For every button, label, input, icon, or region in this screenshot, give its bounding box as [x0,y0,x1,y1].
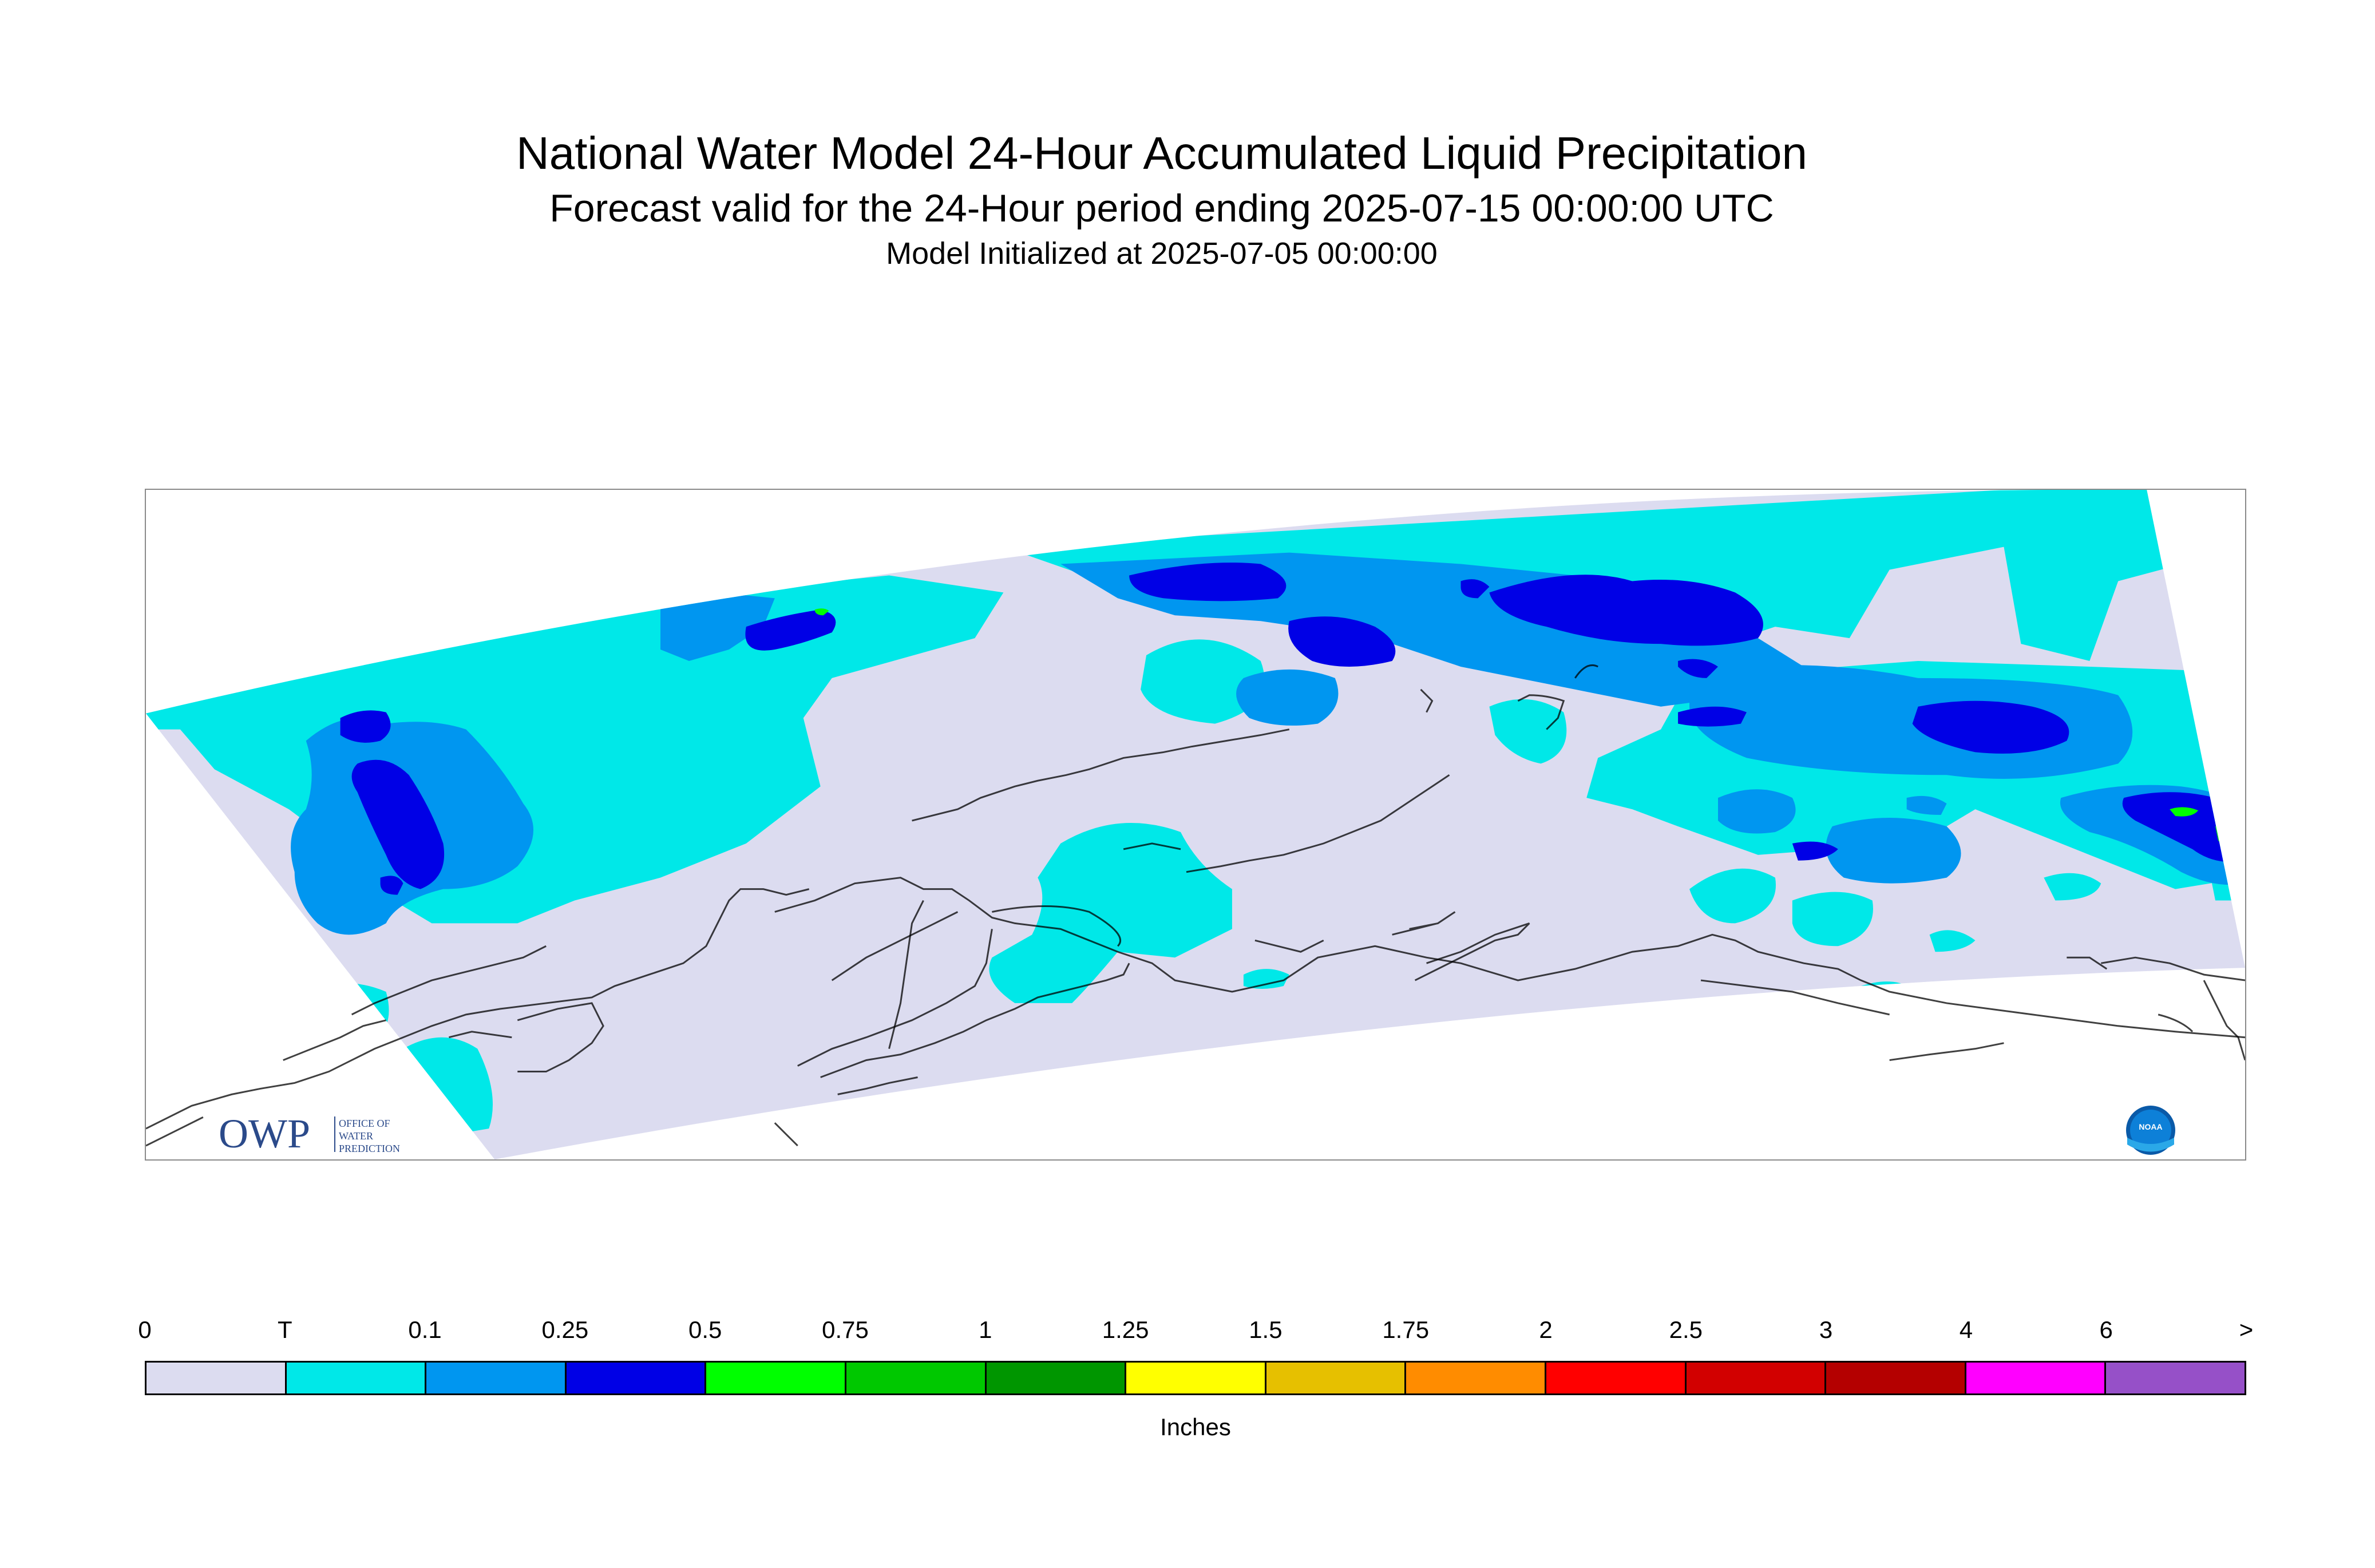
legend-tick-label: 1 [979,1316,992,1343]
legend-tick-label: 2 [1539,1316,1553,1343]
legend-swatch [147,1363,287,1393]
forecast-valid-subtitle: Forecast valid for the 24-Hour period en… [549,187,1774,230]
legend-tick-label: 1.25 [1102,1316,1149,1343]
color-legend: 0 T 0.1 0.25 0.5 0.75 1 1.25 1.5 1.75 2 2.5 3 4 6 > Inc… [138,1316,2253,1442]
legend-swatch [426,1363,567,1393]
legend-tick-label: 0.5 [688,1316,722,1343]
legend-swatch [1546,1363,1687,1393]
coastline-outlines [146,664,2245,1147]
legend-tick-label: 2.5 [1669,1316,1703,1343]
legend-swatch [1686,1363,1827,1393]
map-title: National Water Model 24-Hour Accumulated… [516,128,1807,179]
legend-tick-label: 0.75 [822,1316,869,1343]
legend-swatch [566,1363,707,1393]
owp-logo-text: OWP [219,1111,310,1157]
legend-swatch [2106,1363,2245,1393]
legend-swatch [1966,1363,2107,1393]
precipitation-map[interactable]: OWP OFFICE OF WATER PREDICTION NOAA [145,489,2246,1161]
legend-swatch [706,1363,846,1393]
legend-tick-label: 6 [2099,1316,2113,1343]
legend-colorbar [145,1361,2246,1395]
owp-logo: OWP OFFICE OF WATER PREDICTION [217,1111,435,1157]
legend-tick-label: 0 [138,1316,152,1343]
legend-tick-label: 3 [1819,1316,1833,1343]
legend-tick-label: 0.1 [408,1316,442,1343]
noaa-logo-text: NOAA [2139,1122,2162,1131]
noaa-logo: NOAA [2125,1104,2176,1156]
owp-logo-sub3: PREDICTION [339,1143,400,1154]
legend-swatch [1266,1363,1407,1393]
model-initialized-subtitle: Model Initialized at 2025-07-05 00:00:00 [886,236,1438,271]
legend-tick-label: 1.75 [1382,1316,1430,1343]
precipitation-field [146,490,2245,1159]
legend-tick-label: 4 [1959,1316,1973,1343]
legend-units: Inches [1160,1413,1231,1440]
legend-tick-label: T [277,1316,292,1343]
legend-swatch [1406,1363,1546,1393]
legend-tick-label: 0.25 [541,1316,589,1343]
legend-swatch [1126,1363,1266,1393]
owp-logo-sub1: OFFICE OF [339,1118,390,1129]
legend-swatch [986,1363,1127,1393]
owp-logo-sub2: WATER [339,1130,373,1142]
legend-tick-label: > [2239,1316,2254,1343]
legend-swatch [1826,1363,1966,1393]
legend-tick-label: 1.5 [1249,1316,1282,1343]
legend-swatch [846,1363,987,1393]
legend-swatch [286,1363,427,1393]
